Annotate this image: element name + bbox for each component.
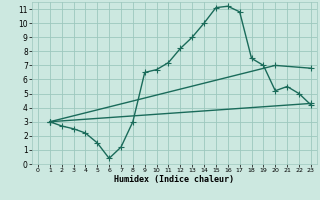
X-axis label: Humidex (Indice chaleur): Humidex (Indice chaleur) [115, 175, 234, 184]
